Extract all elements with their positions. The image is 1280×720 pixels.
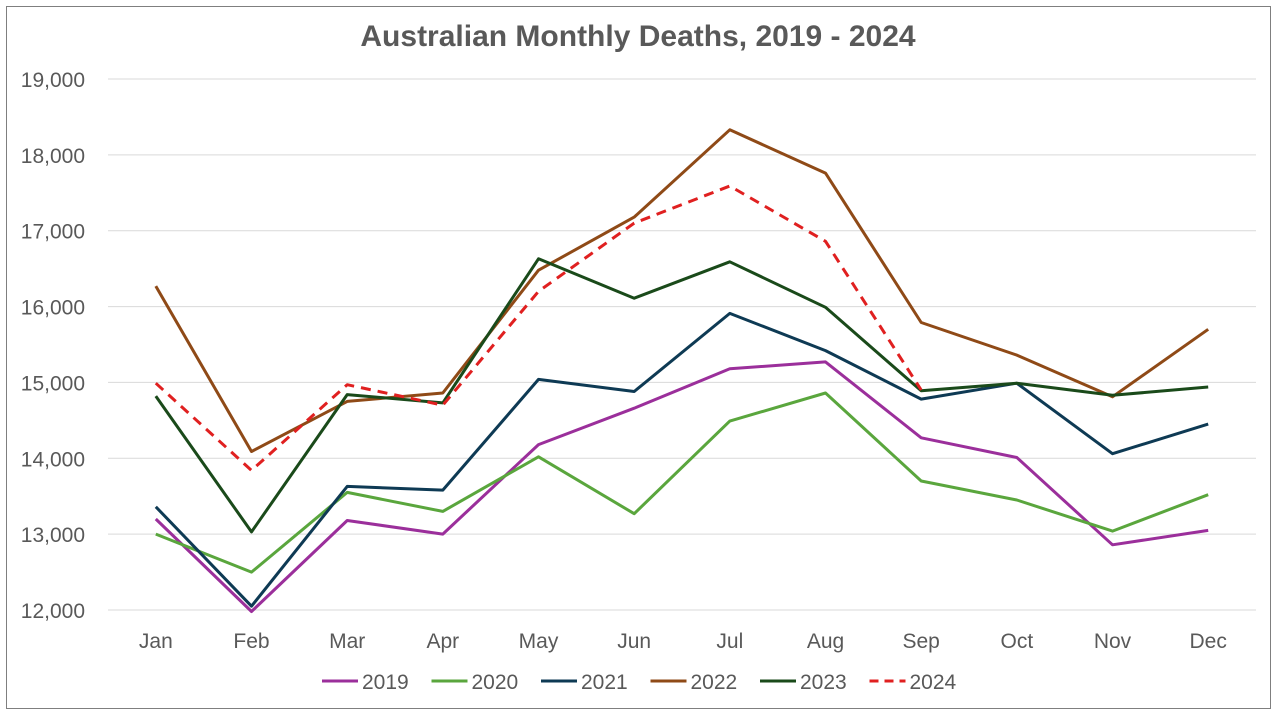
- series-line-2023: [154, 257, 1209, 534]
- legend-label: 2024: [910, 671, 957, 694]
- x-tick-label: Oct: [1000, 630, 1033, 653]
- x-tick-label: Dec: [1189, 630, 1226, 653]
- series-line-2022: [154, 128, 1210, 453]
- y-tick-label: 17,000: [21, 221, 85, 244]
- x-axis-ticks: Jan Feb Mar Apr May Jun Jul Aug Sep Oct Nov Dec: [139, 630, 1227, 653]
- gridlines: [108, 78, 1256, 611]
- series-line-2021: [154, 311, 1209, 608]
- x-tick-label: Apr: [426, 630, 459, 653]
- legend-label: 2020: [472, 671, 519, 694]
- y-tick-label: 18,000: [21, 145, 85, 168]
- x-tick-label: Aug: [807, 630, 844, 653]
- x-tick-label: Feb: [233, 630, 269, 653]
- series-line-2019: [154, 360, 1209, 613]
- y-tick-label: 16,000: [21, 297, 85, 320]
- series-line-2024: [154, 184, 923, 472]
- chart-frame: [6, 6, 1271, 709]
- x-tick-label: Jul: [716, 630, 743, 653]
- legend-label: 2023: [800, 671, 847, 694]
- x-tick-label: Jun: [617, 630, 651, 653]
- y-tick-label: 15,000: [21, 372, 85, 395]
- x-tick-label: Mar: [329, 630, 365, 653]
- y-tick-label: 19,000: [21, 69, 85, 92]
- legend: 2019 2020 2021 2022 2023 2024: [322, 671, 957, 694]
- x-tick-label: Nov: [1094, 630, 1132, 653]
- y-tick-label: 12,000: [21, 600, 85, 623]
- x-tick-label: May: [519, 630, 559, 653]
- chart-title: Australian Monthly Deaths, 2019 - 2024: [360, 20, 916, 53]
- x-tick-label: Sep: [902, 630, 939, 653]
- legend-label: 2022: [691, 671, 738, 694]
- y-tick-label: 14,000: [21, 448, 85, 471]
- legend-label: 2019: [362, 671, 409, 694]
- x-tick-label: Jan: [139, 630, 173, 653]
- y-tick-label: 13,000: [21, 524, 85, 547]
- legend-label: 2021: [581, 671, 628, 694]
- series-lines: [154, 128, 1210, 613]
- y-axis-ticks: 12,000 13,000 14,000 15,000 16,000 17,000 18,0…: [21, 69, 85, 623]
